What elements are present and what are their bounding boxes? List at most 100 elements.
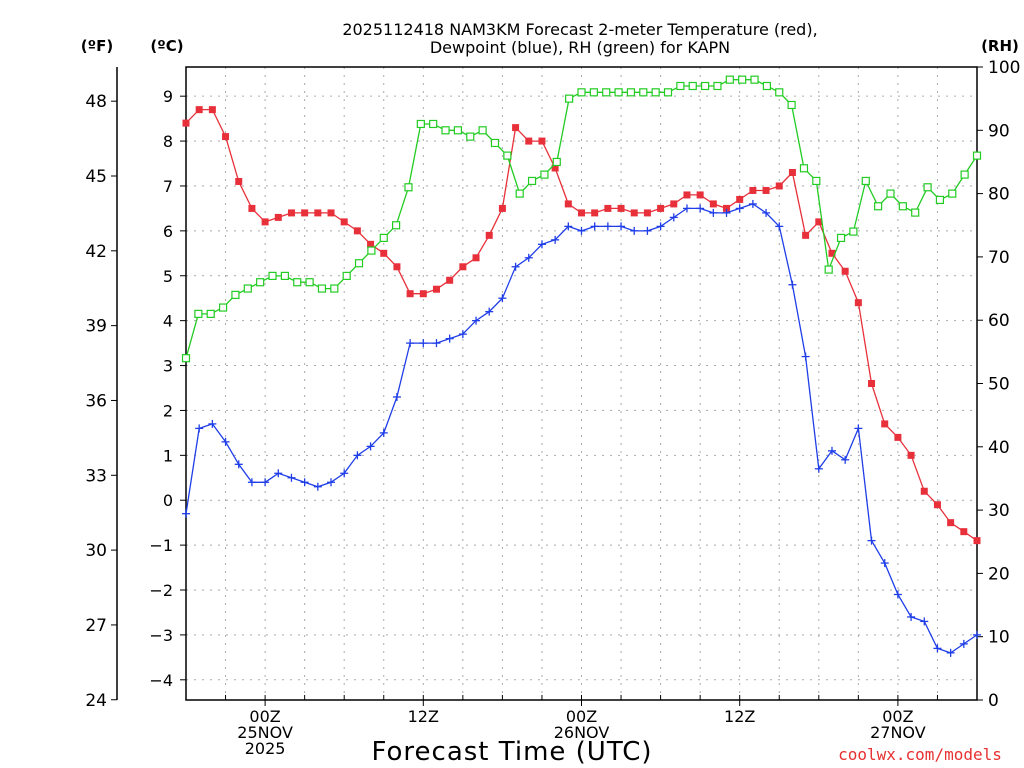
celsius-tick-label: 1 — [163, 446, 173, 465]
dewpoint-point — [643, 226, 652, 235]
rh-point — [490, 138, 500, 148]
rh-point — [849, 227, 858, 236]
gridlines — [186, 67, 977, 700]
fahrenheit-tick-label: 36 — [85, 391, 107, 411]
rh-tick-label: 50 — [988, 375, 1010, 395]
rh-point — [688, 81, 697, 91]
rh-point — [503, 151, 512, 160]
rh-tick-label: 0 — [988, 691, 999, 711]
rh-point — [206, 309, 215, 318]
temperature-point — [564, 200, 572, 208]
temperature-point — [512, 124, 520, 132]
temperature-point — [960, 528, 968, 536]
temperature-point — [683, 191, 691, 199]
rh-point — [738, 75, 747, 84]
plot-frame — [185, 66, 978, 701]
dewpoint-point — [775, 222, 784, 231]
dewpoint-point — [406, 339, 415, 348]
celsius-tick-label: −3 — [149, 626, 173, 645]
x-tick-label: 00Z — [882, 707, 913, 726]
temperature-point — [762, 186, 770, 194]
x-axis-title: Forecast Time (UTC) — [371, 737, 652, 767]
rh-tick-label: 90 — [988, 121, 1010, 141]
temperature-point — [222, 133, 230, 141]
axes: −4−3−2−101234567892427303336394245480102… — [85, 58, 1020, 758]
dewpoint-point — [762, 208, 771, 217]
dewpoint-point — [564, 222, 573, 231]
rh-point — [824, 265, 833, 274]
dewpoint-point — [788, 280, 797, 289]
rh-point — [330, 284, 339, 293]
dewpoint-point — [577, 226, 586, 235]
rh-tick-label: 30 — [988, 501, 1010, 521]
celsius-tick-label: 8 — [163, 132, 173, 151]
rh-point — [416, 119, 425, 129]
credit-text: coolwx.com/models — [838, 745, 1002, 764]
rh-point — [713, 81, 722, 91]
dewpoint-point — [814, 464, 823, 473]
temperature-point — [248, 204, 256, 212]
temperature-point — [208, 106, 216, 114]
rh-point — [404, 183, 413, 192]
rh-point — [836, 233, 846, 243]
rh-tick-label: 10 — [988, 628, 1010, 648]
rh-tick-label: 40 — [988, 438, 1010, 458]
rh-unit-label: (RH) — [981, 37, 1019, 55]
rh-point — [651, 88, 660, 97]
temperature-point — [815, 218, 823, 226]
temperature-point — [340, 218, 348, 226]
dewpoint-point — [234, 460, 243, 469]
rh-tick-label: 70 — [988, 248, 1010, 268]
temperature-point — [419, 290, 427, 298]
fahrenheit-tick-label: 48 — [85, 92, 107, 112]
temperature-point — [578, 209, 585, 217]
x-tick-label: 12Z — [724, 707, 755, 726]
series-temperature — [182, 106, 981, 545]
temperature-point — [301, 209, 309, 217]
temperature-point — [657, 204, 665, 212]
dewpoint-point — [946, 648, 955, 657]
rh-point — [923, 183, 932, 192]
temperature-point — [432, 285, 440, 293]
temperature-point — [525, 137, 533, 145]
dewpoint-point — [696, 204, 705, 213]
rh-point — [700, 81, 710, 91]
dewpoint-point — [300, 478, 309, 487]
rh-point — [317, 284, 327, 293]
temperature-point — [788, 169, 796, 176]
chart-title-line1: 2025112418 NAM3KM Forecast 2-meter Tempe… — [342, 20, 817, 39]
temperature-point — [406, 290, 414, 298]
fahrenheit-tick-label: 30 — [85, 541, 107, 561]
rh-point — [626, 88, 636, 97]
dewpoint-point — [472, 316, 481, 325]
dewpoint-point — [432, 339, 441, 348]
dewpoint-point — [709, 208, 718, 217]
rh-point — [614, 88, 623, 97]
celsius-tick-label: −4 — [149, 671, 173, 690]
dewpoint-point — [920, 617, 929, 626]
rh-point — [676, 81, 685, 91]
rh-point — [194, 309, 203, 318]
temperature-point — [261, 218, 269, 226]
temperature-point — [933, 501, 941, 509]
temperature-point — [591, 209, 599, 217]
rh-point — [354, 259, 364, 268]
rh-point — [577, 88, 586, 97]
rh-point — [305, 278, 314, 287]
dewpoint-point — [735, 204, 744, 213]
series-rh — [181, 75, 982, 363]
temperature-point — [314, 209, 322, 217]
temperature-point — [670, 200, 678, 208]
rh-point — [972, 151, 982, 160]
temperature-point — [287, 209, 295, 217]
dewpoint-point — [973, 630, 981, 639]
celsius-tick-label: 0 — [163, 491, 173, 510]
temperature-point — [749, 186, 757, 194]
dewpoint-point — [247, 478, 256, 487]
temperature-point — [498, 204, 506, 212]
temperature-point — [709, 200, 717, 208]
rh-point — [379, 233, 388, 243]
temperature-point — [235, 177, 243, 185]
celsius-tick-label: 6 — [163, 222, 173, 241]
dewpoint-point — [590, 222, 599, 231]
